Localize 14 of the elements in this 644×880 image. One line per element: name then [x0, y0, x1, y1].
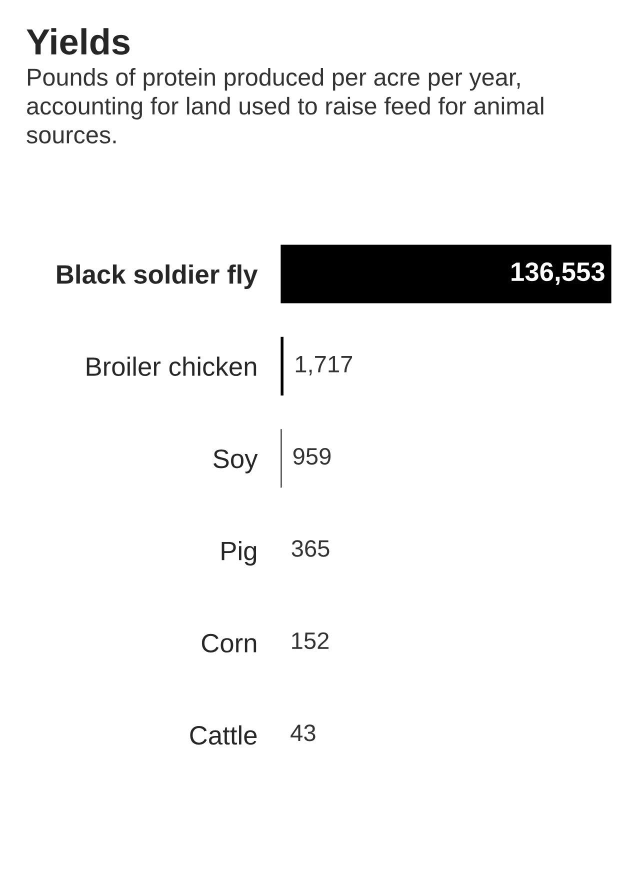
data-label: 152 — [292, 632, 329, 650]
y-tick-label: Corn — [202, 634, 256, 653]
y-tick-label: Black soldier fly — [57, 264, 258, 290]
y-tick-label: Pig — [222, 540, 256, 566]
y-tick-label: Cattle — [190, 725, 257, 745]
data-label: 136,553 — [512, 262, 604, 285]
data-label: 43 — [290, 724, 316, 742]
y-tick-label: Soy — [214, 450, 258, 474]
data-label: 365 — [292, 540, 330, 557]
y-tick-label: Broiler chicken — [86, 356, 256, 376]
data-label: 959 — [293, 448, 331, 465]
data-label: 1,717 — [296, 356, 352, 376]
chart-title: Yields — [26, 28, 130, 55]
chart-subtitle: Pounds of protein produced per acre per year, accounting for land used to raise feed for animal sources. — [26, 68, 544, 144]
